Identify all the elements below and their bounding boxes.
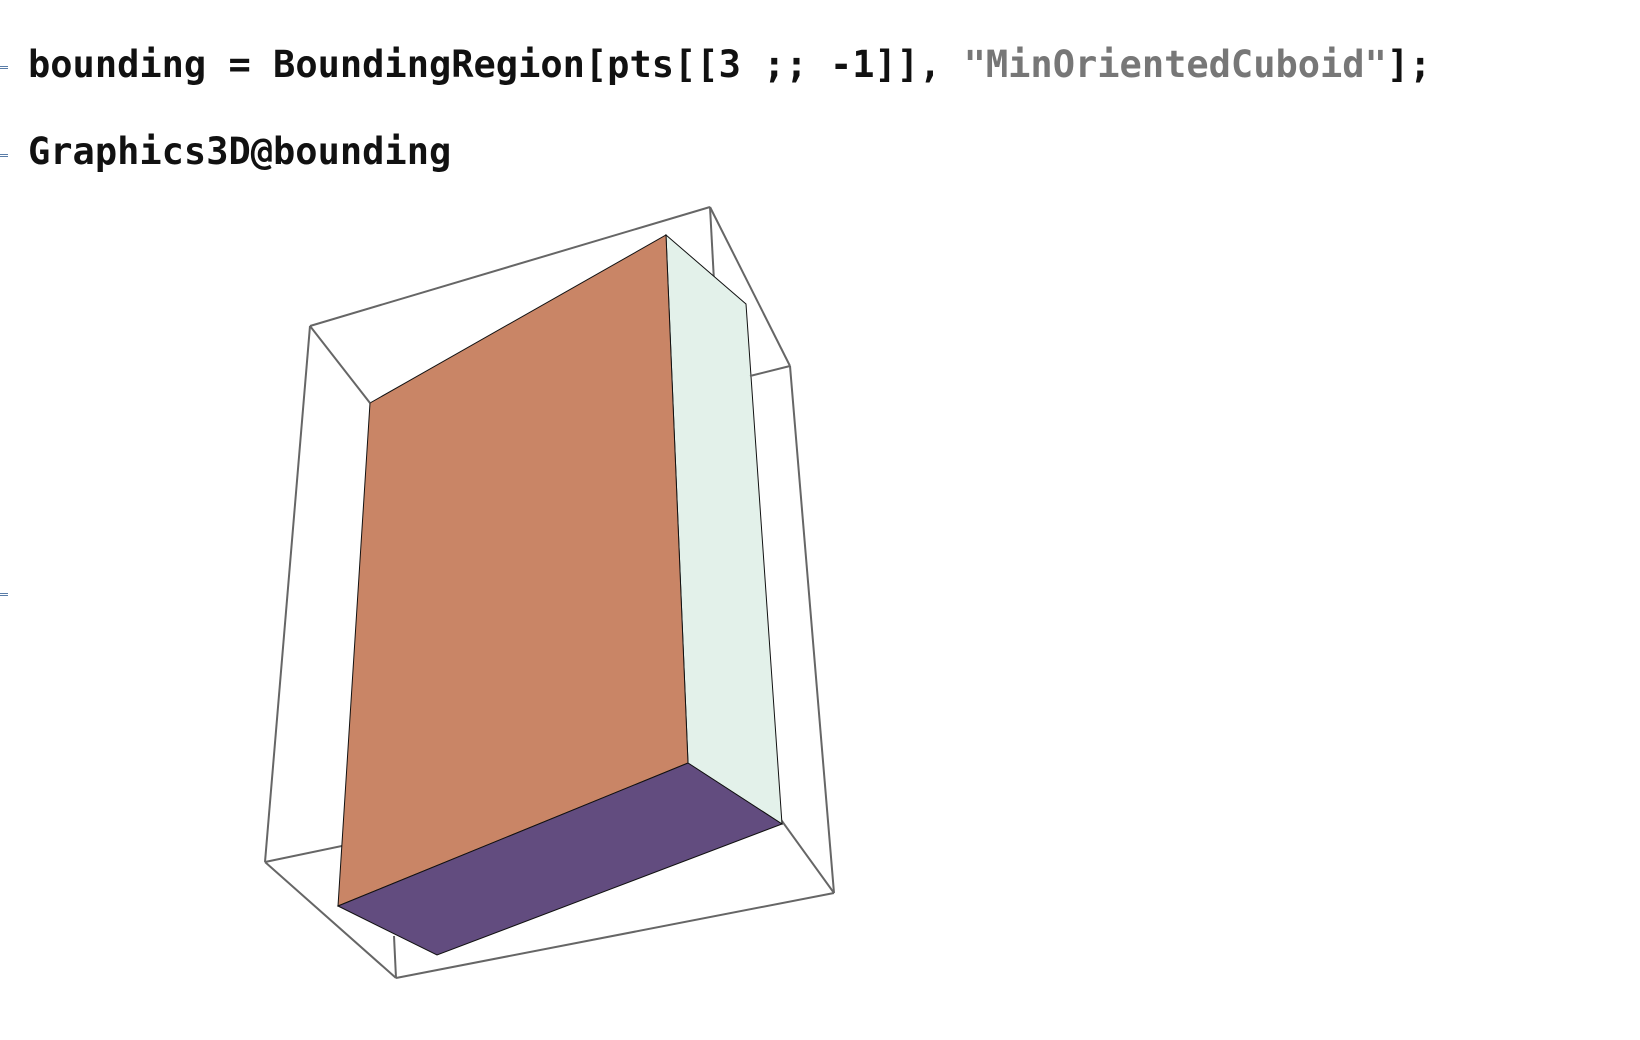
call-close: ]; [1386, 43, 1432, 86]
cell-bracket-in2[interactable] [0, 154, 8, 157]
box-edge [709, 206, 791, 367]
box-edge [309, 206, 711, 327]
string-argument: "MinOrientedCuboid" [963, 43, 1387, 86]
bounding-box-front-edges [264, 206, 835, 979]
graphics3d-code: Graphics3D@bounding [28, 130, 452, 173]
box-edge [789, 365, 835, 894]
cuboid-bottom-face [336, 762, 784, 956]
box-edge [309, 325, 371, 404]
assign-operator: = [206, 43, 274, 86]
box-edge [264, 861, 397, 979]
box-edge [393, 935, 397, 979]
box-edge [749, 365, 791, 377]
function-call: BoundingRegion[pts[[3 ;; -1]], [273, 43, 964, 86]
cell-bracket-in1[interactable] [0, 66, 8, 69]
input-cell-1[interactable]: bounding = BoundingRegion[pts[[3 ;; -1]]… [28, 46, 1431, 83]
input-cell-2[interactable]: Graphics3D@bounding [28, 133, 451, 170]
cell-bracket-out2[interactable] [0, 593, 8, 596]
box-edge [264, 325, 311, 863]
variable-name: bounding [28, 43, 207, 86]
box-edge [395, 892, 835, 979]
